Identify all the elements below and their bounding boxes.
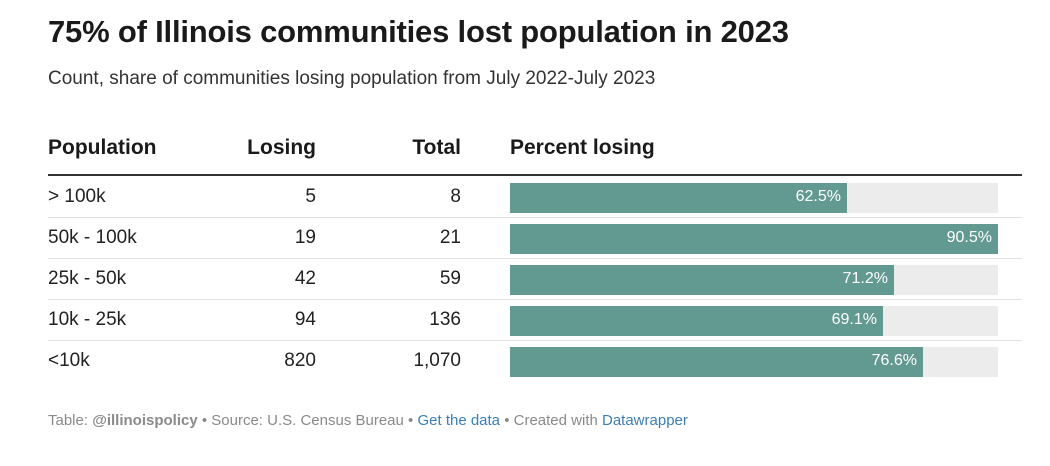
chart-footer: Table: @illinoispolicy • Source: U.S. Ce… [48,412,688,429]
total-cell: 136 [429,309,461,330]
losing-cell: 820 [284,350,316,371]
percent-bar: 76.6% [510,347,923,377]
total-cell: 21 [439,227,461,248]
population-cell: 10k - 25k [48,309,127,330]
table-row: <10k 820 1,070 76.6% [48,341,1022,381]
losing-cell: 5 [305,186,316,207]
column-header-total[interactable]: Total [412,136,461,159]
total-cell: 59 [439,268,461,289]
table-row: 50k - 100k 19 21 90.5% [48,218,1022,259]
percent-bar-label: 76.6% [871,352,917,369]
total-cell: 1,070 [413,350,461,371]
percent-bar: 90.5% [510,224,998,254]
total-cell: 8 [450,186,461,207]
footer-source-handle: @illinoispolicy [92,412,198,429]
population-cell: 50k - 100k [48,227,137,248]
percent-bar-label: 69.1% [831,311,877,328]
column-header-losing[interactable]: Losing [247,136,316,159]
table-header: Population Losing Total Percent losing [48,134,1022,176]
column-header-percent[interactable]: Percent losing [510,136,655,159]
percent-bar-label: 90.5% [946,229,992,246]
population-cell: > 100k [48,186,106,207]
percent-bar: 62.5% [510,183,847,213]
table-row: 25k - 50k 42 59 71.2% [48,259,1022,300]
percent-bar-track: 71.2% [510,265,998,295]
footer-source-text: • Source: U.S. Census Bureau • [197,412,418,429]
losing-cell: 94 [294,309,316,330]
table-row: 10k - 25k 94 136 69.1% [48,300,1022,341]
chart-title: 75% of Illinois communities lost populat… [48,14,789,49]
percent-bar-label: 62.5% [795,188,841,205]
column-header-population[interactable]: Population [48,136,157,159]
percent-bar: 69.1% [510,306,883,336]
percent-bar-track: 69.1% [510,306,998,336]
chart-subtitle: Count, share of communities losing popul… [48,68,656,89]
percent-bar-track: 76.6% [510,347,998,377]
table-row: > 100k 5 8 62.5% [48,177,1022,218]
footer-prefix: Table: [48,412,93,429]
percent-bar: 71.2% [510,265,894,295]
percent-bar-track: 62.5% [510,183,998,213]
percent-bar-label: 71.2% [842,270,888,287]
percent-bar-track: 90.5% [510,224,998,254]
losing-cell: 19 [294,227,316,248]
datawrapper-link[interactable]: Datawrapper [602,412,688,429]
population-cell: <10k [48,350,90,371]
population-cell: 25k - 50k [48,268,127,289]
footer-created-text: • Created with [500,412,602,429]
losing-cell: 42 [294,268,316,289]
get-the-data-link[interactable]: Get the data [417,412,501,429]
table-body: > 100k 5 8 62.5% 50k - 100k 19 21 90.5% 25k - 50… [48,177,1022,381]
